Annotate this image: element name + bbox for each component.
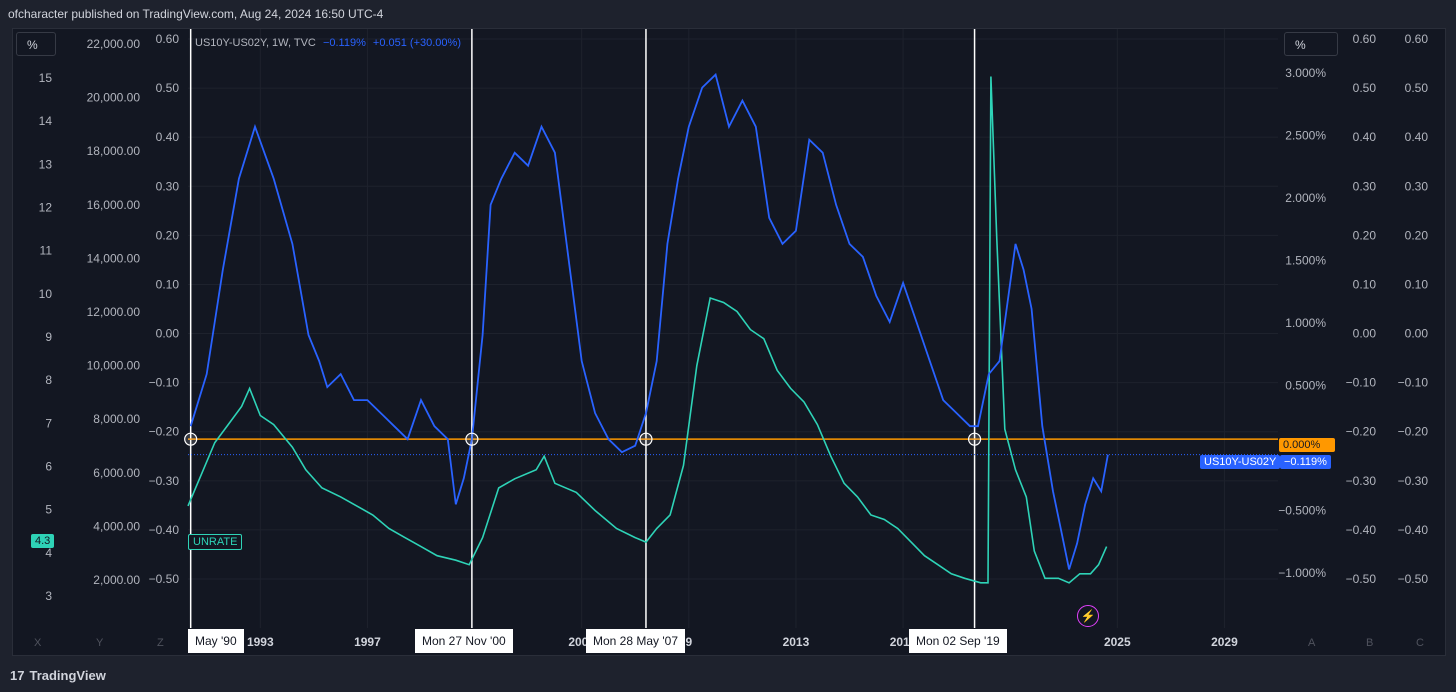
scale-b-button[interactable]: B [1366, 637, 1374, 649]
tradingview-brand: TradingView [29, 668, 106, 683]
series-legend[interactable]: US10Y-US02Y, 1W, TVC −0.119% +0.051 (+30… [195, 37, 461, 49]
spread-value-tag: −0.119% [1280, 455, 1331, 469]
zero-line-tag: 0.000% [1279, 438, 1335, 452]
publisher-header: ofcharacter published on TradingView.com… [0, 0, 1456, 28]
scale-x-button[interactable]: X [34, 637, 42, 649]
legend-value: −0.119% [322, 37, 366, 49]
scale-y-button[interactable]: Y [96, 637, 104, 649]
date-marker-2: Mon 27 Nov '00 [415, 629, 513, 653]
date-marker-3: Mon 28 May '07 [586, 629, 686, 653]
unrate-value-tag: 4.3 [31, 534, 55, 548]
scale-a-button[interactable]: A [1308, 637, 1316, 649]
chart-frame[interactable] [12, 28, 1446, 656]
legend-change: +0.051 (+30.00%) [372, 37, 461, 49]
tradingview-mark-icon: 17 [10, 668, 25, 683]
tradingview-logo[interactable]: 17 TradingView [10, 668, 106, 683]
spread-name-tag: US10Y-US02Y [1200, 455, 1281, 469]
scale-c-button[interactable]: C [1416, 637, 1424, 649]
lightning-icon[interactable]: ⚡ [1077, 605, 1099, 627]
legend-symbol: US10Y-US02Y, 1W, TVC [195, 37, 316, 49]
left-unit-selector[interactable]: % [16, 32, 56, 56]
date-marker-4: Mon 02 Sep '19 [909, 629, 1007, 653]
unrate-name-tag: UNRATE [188, 534, 243, 550]
scale-z-button[interactable]: Z [157, 637, 164, 649]
footer-bar [0, 660, 1456, 692]
date-marker-1: May '90 [188, 629, 244, 653]
right-unit-selector[interactable]: % [1284, 32, 1338, 56]
